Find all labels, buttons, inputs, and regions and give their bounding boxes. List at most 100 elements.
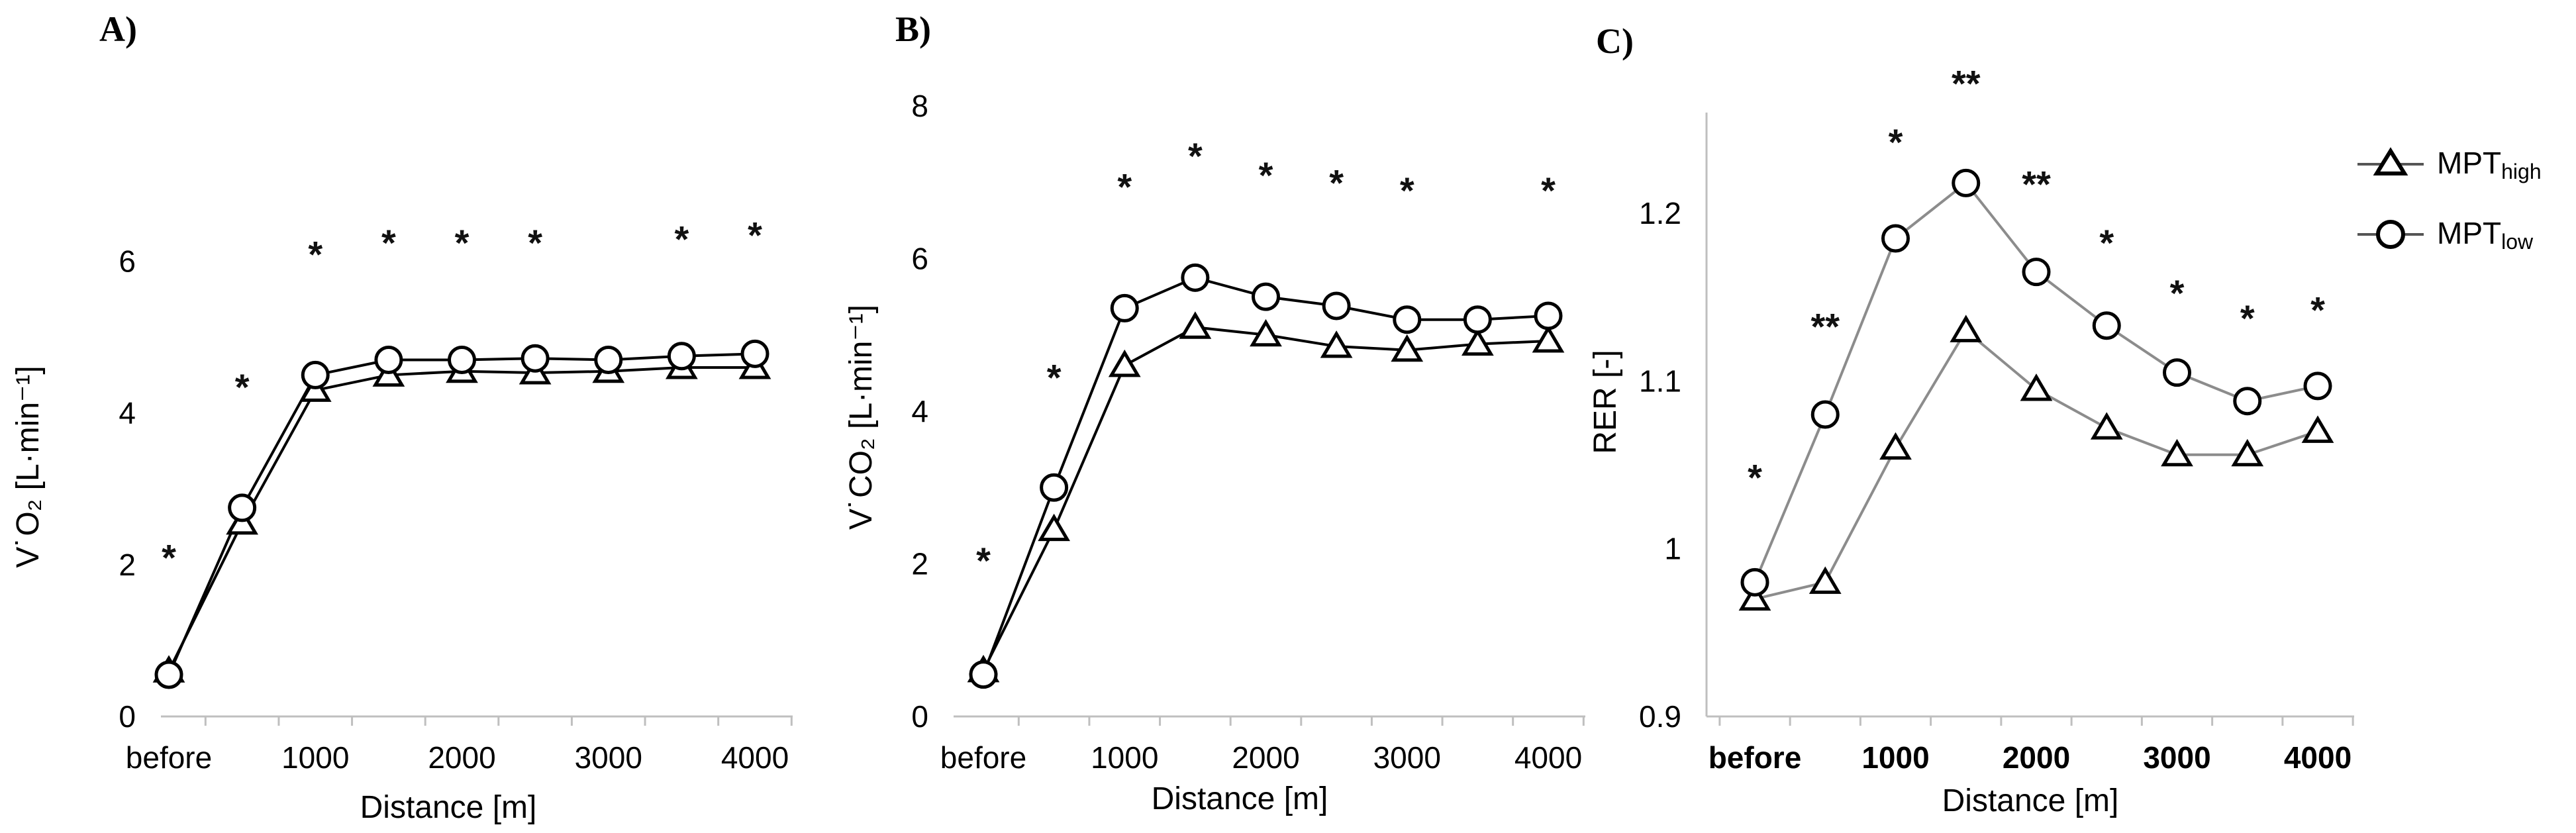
data-point-low: [1040, 473, 1069, 502]
data-point-high: [1391, 334, 1424, 362]
significance-marker: *: [674, 218, 689, 260]
data-point-low: [969, 660, 998, 689]
x-tick-label: 2000: [1232, 740, 1299, 775]
significance-marker: *: [1047, 356, 1062, 398]
x-tick-label: 4000: [2284, 740, 2352, 775]
data-point-high: [2161, 438, 2193, 467]
series-line-high: [982, 326, 1549, 671]
y-tick-label: 1.2: [1639, 196, 1681, 230]
y-tick-label: 4: [119, 396, 136, 430]
data-point-high: [1038, 513, 1070, 542]
data-point-low: [154, 660, 183, 689]
significance-marker: *: [748, 215, 762, 256]
legend: MPThigh MPTlow: [2357, 146, 2542, 254]
significance-marker: **: [1952, 62, 1981, 104]
data-point-high: [1320, 330, 1353, 358]
data-point-high: [2020, 373, 2053, 401]
legend-circle-icon: [2376, 220, 2405, 249]
significance-marker: *: [1188, 135, 1203, 177]
y-axis-title-a: V˙O₂ [L·min⁻¹]: [11, 366, 46, 567]
significance-marker: *: [235, 366, 250, 408]
panel-label-b: B): [895, 9, 931, 49]
y-axis-title-b: V˙CO₂ [L·min⁻¹]: [844, 305, 879, 530]
y-tick-label: 0: [911, 699, 928, 734]
x-tick-label: 1000: [1091, 740, 1158, 775]
x-tick-label: 3000: [1373, 740, 1441, 775]
x-axis-title-a: Distance [m]: [360, 790, 537, 825]
panel-3: before 1000 2000 3000 40000.911.11.2********…: [1639, 62, 2354, 775]
y-axis-title-c: RER [-]: [1588, 350, 1623, 454]
significance-marker: *: [2310, 289, 2325, 330]
data-point-low: [1952, 168, 1981, 197]
y-tick-label: 1.1: [1639, 364, 1681, 398]
panel-label-c: C): [1596, 21, 1634, 61]
y-tick-label: 2: [119, 548, 136, 582]
panel-2: before 1000 2000 3000 4000 0 2 4 6 8 * * * * * * * *: [911, 89, 1585, 775]
legend-label-low: MPTlow: [2437, 216, 2534, 254]
data-point-high: [2301, 415, 2334, 443]
data-point-low: [1740, 567, 1769, 597]
y-tick-label: 6: [119, 244, 136, 279]
data-point-low: [1534, 301, 1563, 330]
data-point-low: [2303, 371, 2332, 401]
significance-marker: *: [1541, 170, 1556, 211]
x-tick-label: before: [940, 740, 1026, 775]
x-tick-label: before: [126, 740, 212, 775]
significance-marker: **: [1810, 306, 1840, 348]
x-tick-label: 3000: [2143, 740, 2210, 775]
series-line-low: [168, 352, 756, 675]
data-point-high: [1179, 311, 1212, 339]
legend-triangle-icon: [2373, 147, 2408, 175]
data-point-high: [1532, 325, 1565, 353]
y-tick-label: 1: [1664, 532, 1681, 566]
significance-marker: *: [2099, 222, 2114, 264]
data-point-low: [520, 344, 550, 373]
y-tick-label: 0.9: [1639, 699, 1681, 734]
data-point-low: [1181, 263, 1210, 292]
data-point-low: [1393, 305, 1422, 334]
data-point-low: [301, 360, 330, 389]
data-point-high: [2231, 438, 2264, 467]
significance-marker: *: [976, 540, 991, 581]
data-point-low: [2022, 258, 2051, 287]
x-tick-label: 4000: [721, 740, 789, 775]
data-point-high: [2090, 412, 2123, 440]
y-tick-label: 4: [911, 394, 928, 428]
significance-marker: *: [455, 222, 470, 264]
data-point-low: [2092, 311, 2121, 340]
data-point-low: [448, 346, 476, 375]
data-point-low: [1252, 282, 1280, 311]
data-point-low: [2233, 387, 2262, 416]
data-point-high: [1950, 315, 1983, 342]
panel-label-a: A): [99, 9, 137, 49]
significance-marker: *: [1259, 154, 1273, 196]
legend-label-high: MPThigh: [2437, 146, 2542, 183]
x-tick-label: 2000: [428, 740, 495, 775]
y-tick-label: 6: [911, 242, 928, 276]
x-tick-label: 3000: [575, 740, 642, 775]
data-point-high: [1808, 566, 1842, 594]
data-point-low: [228, 493, 257, 522]
significance-marker: *: [528, 222, 542, 264]
significance-marker: *: [2170, 272, 2185, 314]
significance-marker: *: [2240, 297, 2255, 339]
panel-1: before 1000 2000 3000 4000 0 2 4 6 * * * * * * * *: [119, 215, 793, 775]
data-point-low: [1110, 293, 1139, 322]
data-point-high: [1108, 349, 1141, 377]
data-point-low: [1881, 224, 1910, 253]
data-point-high: [1461, 328, 1494, 356]
x-tick-label: 1000: [281, 740, 349, 775]
y-tick-label: 8: [911, 89, 928, 123]
significance-marker: *: [1400, 170, 1414, 211]
data-point-low: [374, 346, 403, 375]
data-point-high: [1879, 432, 1912, 460]
data-point-low: [2163, 358, 2191, 387]
x-tick-label: 1000: [1861, 740, 1929, 775]
data-point-low: [740, 339, 769, 368]
x-axis-title-c: Distance [m]: [1942, 783, 2119, 818]
x-tick-label: before: [1709, 740, 1802, 775]
data-point-high: [1738, 583, 1771, 611]
series-line-high: [168, 366, 755, 672]
significance-marker: *: [381, 222, 396, 264]
